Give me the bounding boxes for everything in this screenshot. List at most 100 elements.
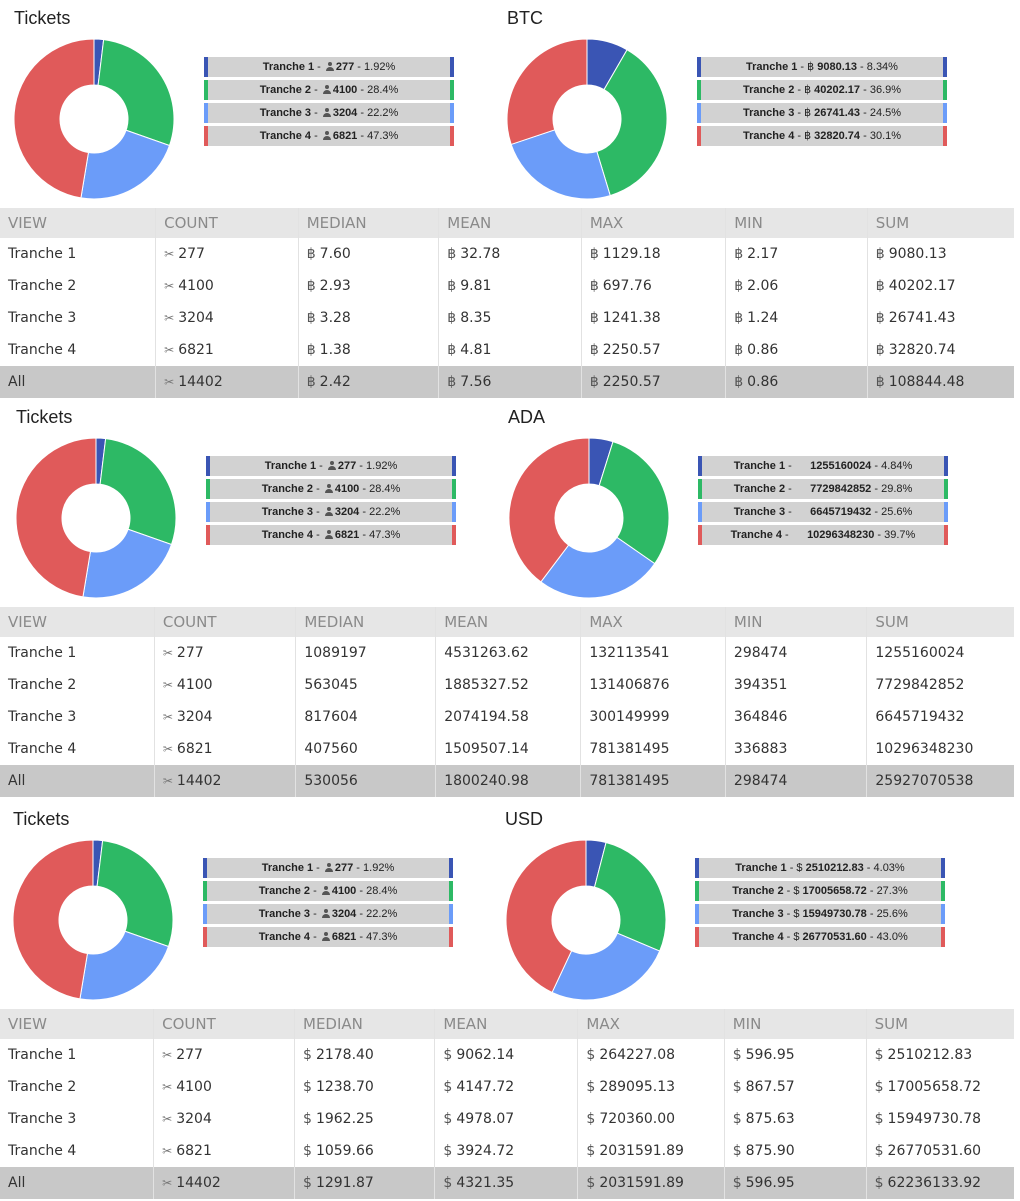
- table-row[interactable]: Tranche 4 ✂ 6821 ฿ 1.38 ฿ 4.81 ฿ 2250.57 ฿ 0.86 ฿ 32…: [0, 334, 1014, 366]
- column-header-mean[interactable]: MEAN: [434, 1009, 579, 1039]
- pie-slice-tranche-3[interactable]: [510, 129, 611, 200]
- user-icon: [324, 530, 333, 539]
- column-header-median[interactable]: MEDIAN: [294, 1009, 436, 1039]
- legend-item-tranche-2[interactable]: Tranche 2 - 4100 - 28.4%: [203, 881, 453, 901]
- legend-item-tranche-3[interactable]: Tranche 3 - 6645719432 - 25.6%: [698, 502, 948, 522]
- legend-item-tranche-4[interactable]: Tranche 4 - 6821 - 47.3%: [203, 927, 453, 947]
- column-header-max[interactable]: MAX: [577, 1009, 725, 1039]
- table-row[interactable]: Tranche 3 ✂ 3204 $1962.25 $4978.07 $720360.00…: [0, 1103, 1014, 1135]
- pie-slice-tranche-4[interactable]: [13, 38, 95, 199]
- cell-value: 2250.57: [602, 374, 661, 390]
- legend-item-tranche-2[interactable]: Tranche 2 - $ 17005658.72 - 27.3%: [695, 881, 945, 901]
- legend-item-tranche-2[interactable]: Tranche 2 - 4100 - 28.4%: [204, 80, 454, 100]
- table-total-row[interactable]: All ✂ 14402 530056 1800240.98 781381495 298474…: [0, 765, 1014, 797]
- column-header-count[interactable]: COUNT: [154, 607, 297, 637]
- legend-item-tranche-1[interactable]: Tranche 1 - 277 - 1.92%: [203, 858, 453, 878]
- pie-slice-tranche-2[interactable]: [99, 438, 177, 546]
- usd-chart-title: USD: [505, 809, 544, 829]
- pie-slice-tranche-2[interactable]: [593, 841, 667, 952]
- legend-item-tranche-2[interactable]: Tranche 2 - 7729842852 - 29.8%: [698, 479, 948, 499]
- column-header-min[interactable]: MIN: [725, 607, 868, 637]
- column-header-min[interactable]: MIN: [724, 1009, 867, 1039]
- legend-item-tranche-3[interactable]: Tranche 3 - 3204 - 22.2%: [204, 103, 454, 123]
- cell-value: 781381495: [589, 741, 670, 757]
- currency-symbol: ฿: [306, 278, 316, 294]
- column-header-sum[interactable]: SUM: [866, 1009, 1014, 1039]
- pie-slice-tranche-2[interactable]: [97, 39, 175, 147]
- table-total-row[interactable]: All ✂ 14402 $1291.87 $4321.35 $2031591.89 $596…: [0, 1167, 1014, 1199]
- legend-item-tranche-1[interactable]: Tranche 1 - 277 - 1.92%: [206, 456, 456, 476]
- pie-slice-tranche-4[interactable]: [508, 437, 590, 583]
- table-row[interactable]: Tranche 1 ✂ 277 1089197 4531263.62 132113541 2…: [0, 637, 1014, 669]
- pie-slice-tranche-4[interactable]: [506, 38, 588, 146]
- currency-symbol: ฿: [734, 278, 744, 294]
- column-header-median[interactable]: MEDIAN: [298, 208, 440, 238]
- legend-item-tranche-3[interactable]: Tranche 3 - ฿ 26741.43 - 24.5%: [697, 103, 947, 123]
- table-row[interactable]: Tranche 2 ✂ 4100 ฿ 2.93 ฿ 9.81 ฿ 697.76 ฿ 2.06 ฿ 402…: [0, 270, 1014, 302]
- table-total-row[interactable]: All ✂ 14402 ฿ 2.42 ฿ 7.56 ฿ 2250.57 ฿ 0.86 ฿ 108844.…: [0, 366, 1014, 398]
- legend-color-marker: [206, 502, 210, 522]
- table-row[interactable]: Tranche 1 ✂ 277 ฿ 7.60 ฿ 32.78 ฿ 1129.18 ฿ 2.17 ฿ 90…: [0, 238, 1014, 270]
- table-row[interactable]: Tranche 2 ✂ 4100 $1238.70 $4147.72 $289095.13…: [0, 1071, 1014, 1103]
- currency-symbol: ฿: [306, 246, 316, 262]
- table-row[interactable]: Tranche 3 ✂ 3204 ฿ 3.28 ฿ 8.35 ฿ 1241.38 ฿ 1.24 ฿ 26…: [0, 302, 1014, 334]
- currency-symbol: $: [793, 908, 803, 920]
- pie-slice-tranche-2[interactable]: [96, 840, 174, 948]
- pie-slice-tranche-2[interactable]: [596, 49, 668, 197]
- column-header-sum[interactable]: SUM: [867, 208, 1014, 238]
- pie-slice-tranche-3[interactable]: [82, 528, 173, 599]
- legend-percent: 1.92%: [363, 862, 395, 874]
- column-header-sum[interactable]: SUM: [866, 607, 1014, 637]
- legend-item-tranche-3[interactable]: Tranche 3 - 3204 - 22.2%: [203, 904, 453, 924]
- pie-slice-tranche-4[interactable]: [505, 839, 587, 994]
- cell-value: 2.42: [319, 374, 351, 390]
- table-row[interactable]: Tranche 1 ✂ 277 $2178.40 $9062.14 $264227.08 $…: [0, 1039, 1014, 1071]
- column-header-view[interactable]: VIEW: [0, 208, 157, 238]
- legend-item-tranche-4[interactable]: Tranche 4 - 6821 - 47.3%: [206, 525, 456, 545]
- pie-slice-tranche-4[interactable]: [12, 839, 94, 1000]
- currency-symbol: ฿: [804, 130, 815, 142]
- legend-item-tranche-1[interactable]: Tranche 1 - 1255160024 - 4.84%: [698, 456, 948, 476]
- cell-value: 3204: [176, 1111, 212, 1127]
- pie-slice-tranche-3[interactable]: [540, 536, 656, 599]
- column-header-view[interactable]: VIEW: [0, 607, 155, 637]
- table-row[interactable]: Tranche 2 ✂ 4100 563045 1885327.52 131406876 3…: [0, 669, 1014, 701]
- legend-color-marker: [943, 126, 947, 146]
- pie-slice-tranche-3[interactable]: [79, 930, 170, 1001]
- legend-item-tranche-3[interactable]: Tranche 3 - 3204 - 22.2%: [206, 502, 456, 522]
- column-header-mean[interactable]: MEAN: [438, 208, 582, 238]
- legend-item-tranche-4[interactable]: Tranche 4 - 6821 - 47.3%: [204, 126, 454, 146]
- column-header-view[interactable]: VIEW: [0, 1009, 155, 1039]
- cell-count: ✂ 6821: [154, 733, 297, 765]
- cell-value: 3.28: [319, 310, 351, 326]
- legend-item-tranche-2[interactable]: Tranche 2 - ฿ 40202.17 - 36.9%: [697, 80, 947, 100]
- legend-item-tranche-3[interactable]: Tranche 3 - $ 15949730.78 - 25.6%: [695, 904, 945, 924]
- tickets-donut-chart: [12, 839, 174, 1001]
- legend-item-tranche-1[interactable]: Tranche 1 - ฿ 9080.13 - 8.34%: [697, 57, 947, 77]
- column-header-count[interactable]: COUNT: [153, 1009, 296, 1039]
- pie-slice-tranche-2[interactable]: [598, 441, 670, 565]
- table-row[interactable]: Tranche 3 ✂ 3204 817604 2074194.58 300149999 3…: [0, 701, 1014, 733]
- column-header-max[interactable]: MAX: [580, 607, 726, 637]
- pie-slice-tranche-3[interactable]: [80, 129, 171, 200]
- cell-value: 26770531.60: [887, 1143, 982, 1159]
- legend-item-tranche-4[interactable]: Tranche 4 - 10296348230 - 39.7%: [698, 525, 948, 545]
- column-header-min[interactable]: MIN: [725, 208, 868, 238]
- legend-item-tranche-4[interactable]: Tranche 4 - ฿ 32820.74 - 30.1%: [697, 126, 947, 146]
- pie-slice-tranche-3[interactable]: [551, 932, 661, 1001]
- currency-symbol: $: [874, 1047, 884, 1063]
- legend-color-marker: [944, 525, 948, 545]
- legend-item-tranche-1[interactable]: Tranche 1 - 277 - 1.92%: [204, 57, 454, 77]
- table-row[interactable]: Tranche 4 ✂ 6821 407560 1509507.14 781381495 3…: [0, 733, 1014, 765]
- table-row[interactable]: Tranche 4 ✂ 6821 $1059.66 $3924.72 $2031591.8…: [0, 1135, 1014, 1167]
- column-header-max[interactable]: MAX: [581, 208, 727, 238]
- column-header-count[interactable]: COUNT: [155, 208, 299, 238]
- legend-item-tranche-2[interactable]: Tranche 2 - 4100 - 28.4%: [206, 479, 456, 499]
- pie-slice-tranche-4[interactable]: [15, 437, 97, 598]
- tickets-chart-title: Tickets: [14, 8, 71, 28]
- column-header-mean[interactable]: MEAN: [435, 607, 582, 637]
- column-header-median[interactable]: MEDIAN: [295, 607, 437, 637]
- cell-view: All: [0, 1167, 155, 1199]
- legend-item-tranche-4[interactable]: Tranche 4 - $ 26770531.60 - 43.0%: [695, 927, 945, 947]
- legend-item-tranche-1[interactable]: Tranche 1 - $ 2510212.83 - 4.03%: [695, 858, 945, 878]
